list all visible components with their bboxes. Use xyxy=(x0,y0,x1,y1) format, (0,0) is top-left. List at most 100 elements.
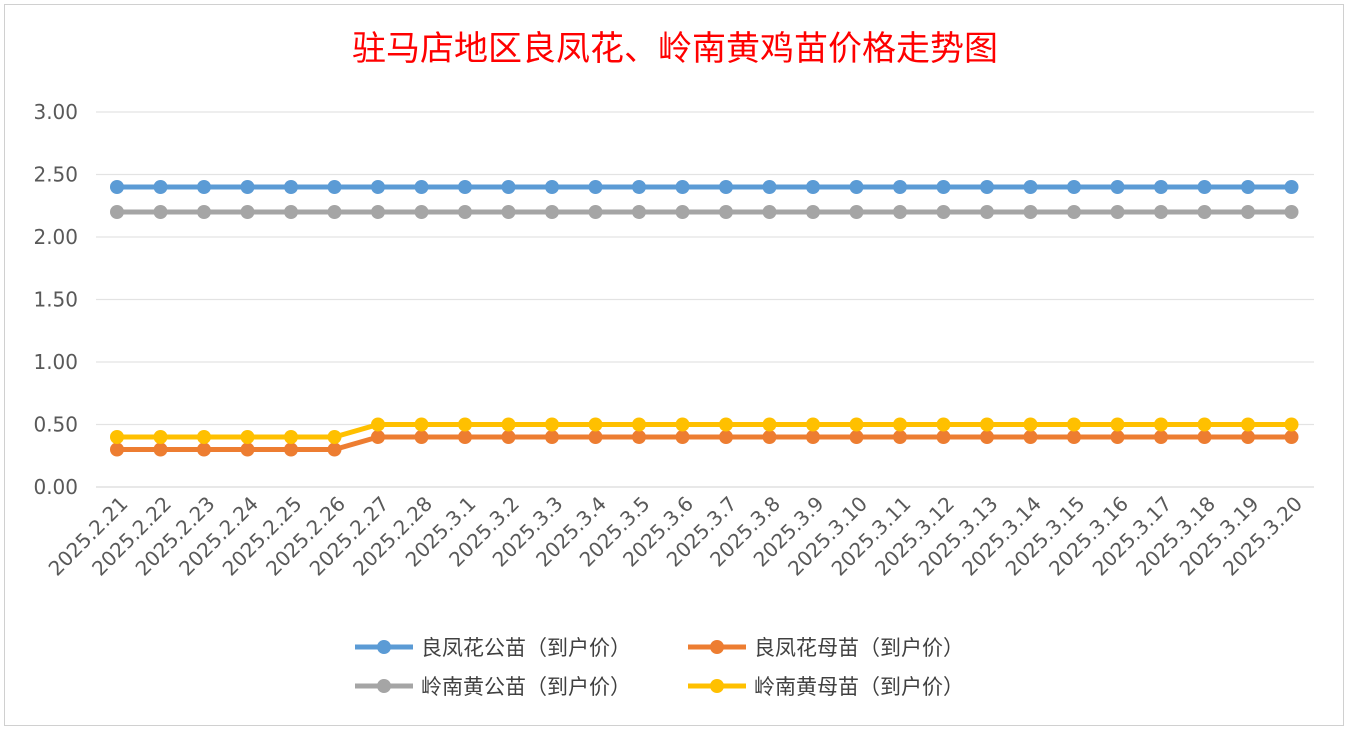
data-point xyxy=(936,205,951,219)
legend-item: 良凤花母苗（到户价） xyxy=(688,636,964,660)
data-point xyxy=(284,442,298,457)
data-point xyxy=(458,430,472,444)
data-point xyxy=(1110,180,1125,194)
data-point xyxy=(197,442,211,457)
data-point xyxy=(327,442,342,457)
data-point xyxy=(588,417,603,432)
data-point xyxy=(1241,430,1255,444)
data-point xyxy=(1067,417,1081,432)
data-point xyxy=(414,180,429,194)
data-point xyxy=(501,205,516,219)
data-point xyxy=(284,205,298,219)
y-tick-label: 0.00 xyxy=(33,475,78,499)
data-point xyxy=(588,180,603,194)
data-point xyxy=(1023,417,1038,432)
data-point xyxy=(501,180,516,194)
y-tick-label: 3.00 xyxy=(33,100,78,124)
series-2 xyxy=(110,430,1299,457)
data-point xyxy=(762,180,777,194)
data-point xyxy=(893,180,907,194)
data-point xyxy=(240,430,255,444)
data-point xyxy=(806,205,820,219)
data-point xyxy=(371,430,385,444)
data-point xyxy=(980,417,994,432)
grid xyxy=(96,111,1314,488)
legend-swatch-marker xyxy=(710,679,724,693)
data-point xyxy=(153,205,168,219)
data-point xyxy=(458,180,472,194)
data-point xyxy=(588,205,603,219)
legend-label: 岭南黄母苗（到户价） xyxy=(754,675,964,699)
data-point xyxy=(545,180,559,194)
data-point xyxy=(1110,205,1125,219)
data-point xyxy=(980,205,994,219)
data-point xyxy=(936,417,951,432)
data-point xyxy=(1284,417,1299,432)
data-point xyxy=(1067,205,1081,219)
data-point xyxy=(197,180,211,194)
data-point xyxy=(936,180,951,194)
data-point xyxy=(327,180,342,194)
data-point xyxy=(1154,205,1168,219)
data-point xyxy=(1154,180,1168,194)
chart-frame xyxy=(4,4,1344,726)
series-3 xyxy=(110,205,1299,219)
data-point xyxy=(806,417,820,432)
legend-item: 岭南黄母苗（到户价） xyxy=(688,675,964,699)
data-point xyxy=(197,205,211,219)
data-point xyxy=(936,430,951,444)
series-4 xyxy=(110,417,1299,444)
data-point xyxy=(414,417,429,432)
y-tick-label: 2.00 xyxy=(33,225,78,249)
data-point xyxy=(371,417,385,432)
y-tick-label: 0.50 xyxy=(33,413,78,437)
data-point xyxy=(1154,417,1168,432)
data-point xyxy=(153,442,168,457)
data-point xyxy=(762,417,777,432)
data-point xyxy=(632,180,646,194)
data-point xyxy=(1197,430,1212,444)
legend-item: 良凤花公苗（到户价） xyxy=(355,636,631,660)
data-point xyxy=(849,430,864,444)
legend-swatch-marker xyxy=(377,679,391,693)
data-point xyxy=(1241,180,1255,194)
data-point xyxy=(849,205,864,219)
y-tick-label: 2.50 xyxy=(33,163,78,187)
data-point xyxy=(327,430,342,444)
data-point xyxy=(893,205,907,219)
data-point xyxy=(1284,430,1299,444)
data-point xyxy=(501,430,516,444)
data-point xyxy=(980,430,994,444)
legend: 良凤花公苗（到户价） 良凤花母苗（到户价） 岭南黄公苗（到户价） 岭南黄母苗（到户价） xyxy=(355,636,964,699)
data-point xyxy=(284,180,298,194)
data-point xyxy=(719,205,733,219)
data-point xyxy=(501,417,516,432)
data-point xyxy=(1284,205,1299,219)
data-point xyxy=(1197,417,1212,432)
data-point xyxy=(762,205,777,219)
legend-item: 岭南黄公苗（到户价） xyxy=(355,675,631,699)
data-point xyxy=(284,430,298,444)
data-point xyxy=(545,430,559,444)
data-point xyxy=(1110,430,1125,444)
data-point xyxy=(153,180,168,194)
data-point xyxy=(1241,205,1255,219)
data-point xyxy=(1110,417,1125,432)
data-point xyxy=(1197,205,1212,219)
data-point xyxy=(1241,417,1255,432)
data-point xyxy=(240,442,255,457)
y-tick-label: 1.50 xyxy=(33,288,78,312)
data-point xyxy=(458,417,472,432)
data-point xyxy=(1154,430,1168,444)
data-point xyxy=(458,205,472,219)
data-point xyxy=(1067,180,1081,194)
data-point xyxy=(719,180,733,194)
data-point xyxy=(371,180,385,194)
data-point xyxy=(632,430,646,444)
data-point xyxy=(849,417,864,432)
data-point xyxy=(632,417,646,432)
legend-label: 良凤花公苗（到户价） xyxy=(421,636,631,660)
data-point xyxy=(110,205,124,219)
data-point xyxy=(110,430,124,444)
